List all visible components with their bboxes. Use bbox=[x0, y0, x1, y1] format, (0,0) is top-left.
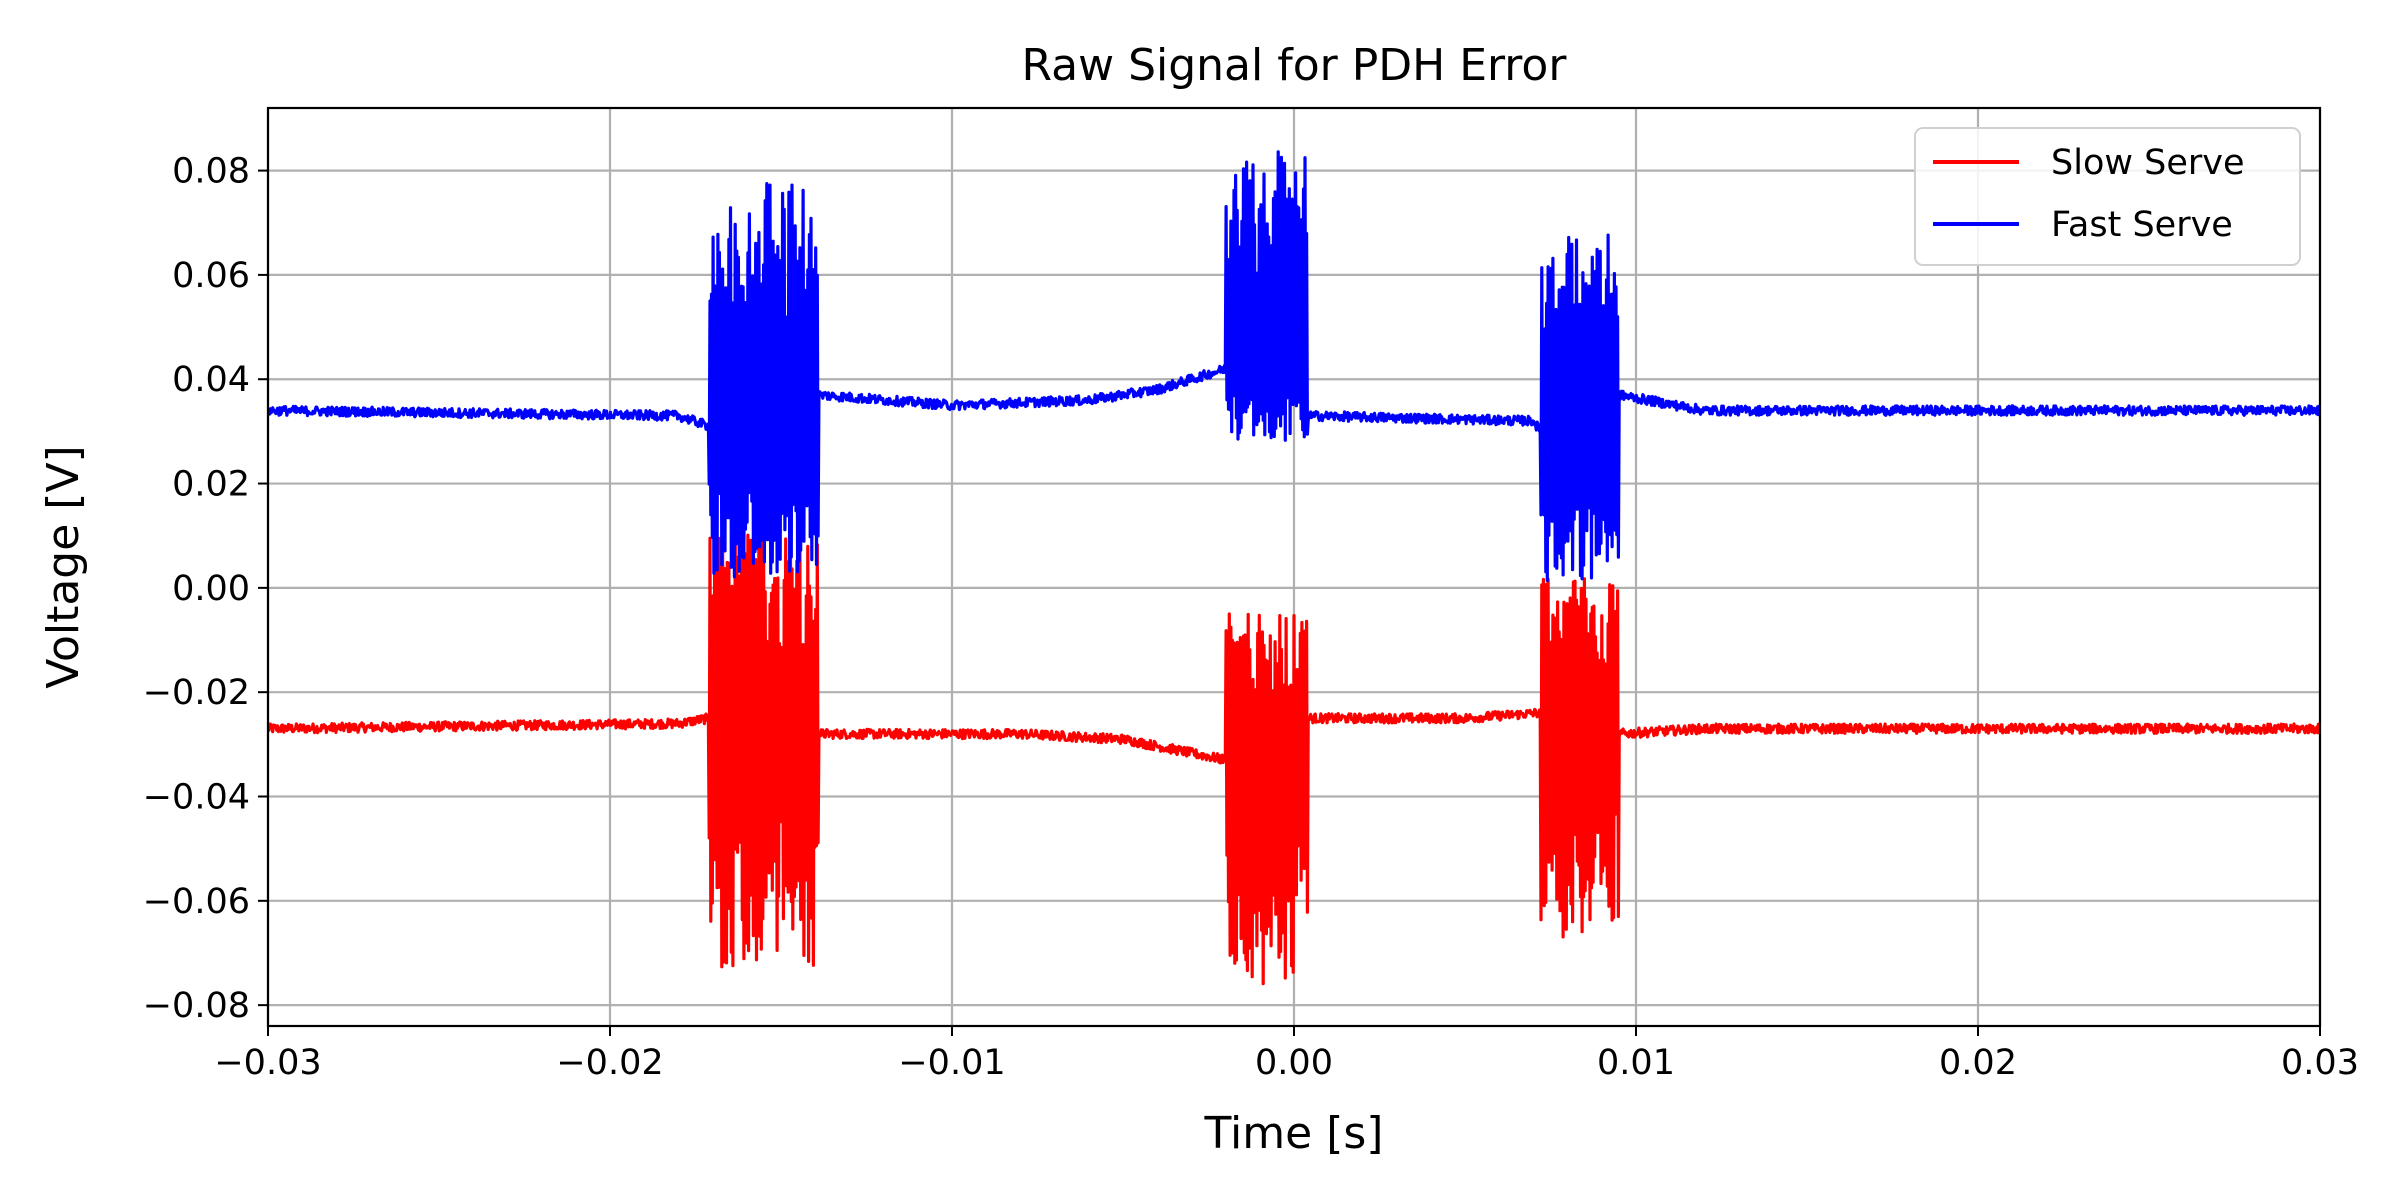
y-tick-label: 0.00 bbox=[172, 569, 250, 609]
y-axis-label: Voltage [V] bbox=[38, 445, 89, 688]
chart-title: Raw Signal for PDH Error bbox=[1022, 40, 1568, 91]
axis-ticks: −0.03 −0.02 −0.01 0.00 0.01 0.02 0.03 −0.08 −0.0… bbox=[143, 152, 2359, 1083]
x-tick-label: −0.01 bbox=[898, 1043, 1005, 1083]
x-tick-label: −0.02 bbox=[556, 1043, 663, 1083]
x-tick-label: 0.02 bbox=[1939, 1043, 2017, 1083]
x-tick-label: −0.03 bbox=[214, 1043, 321, 1083]
x-tick-label: 0.03 bbox=[2281, 1043, 2359, 1083]
y-tick-label: 0.08 bbox=[172, 152, 250, 192]
series-line-fast-serve bbox=[268, 150, 2320, 583]
y-tick-label: 0.04 bbox=[172, 360, 250, 400]
y-tick-label: −0.02 bbox=[143, 673, 250, 713]
legend-label: Slow Serve bbox=[2051, 143, 2245, 183]
y-tick-label: −0.08 bbox=[143, 986, 250, 1026]
y-tick-label: −0.06 bbox=[143, 882, 250, 922]
y-tick-label: −0.04 bbox=[143, 778, 250, 818]
legend: Slow Serve Fast Serve bbox=[1914, 127, 2301, 266]
legend-label: Fast Serve bbox=[2051, 205, 2233, 245]
series-line-slow-serve bbox=[268, 527, 2320, 986]
x-tick-label: 0.00 bbox=[1255, 1043, 1333, 1083]
x-tick-label: 0.01 bbox=[1597, 1043, 1675, 1083]
x-axis-label: Time [s] bbox=[1204, 1108, 1384, 1159]
y-tick-label: 0.06 bbox=[172, 256, 250, 296]
y-tick-label: 0.02 bbox=[172, 465, 250, 505]
plot-area bbox=[268, 150, 2320, 986]
